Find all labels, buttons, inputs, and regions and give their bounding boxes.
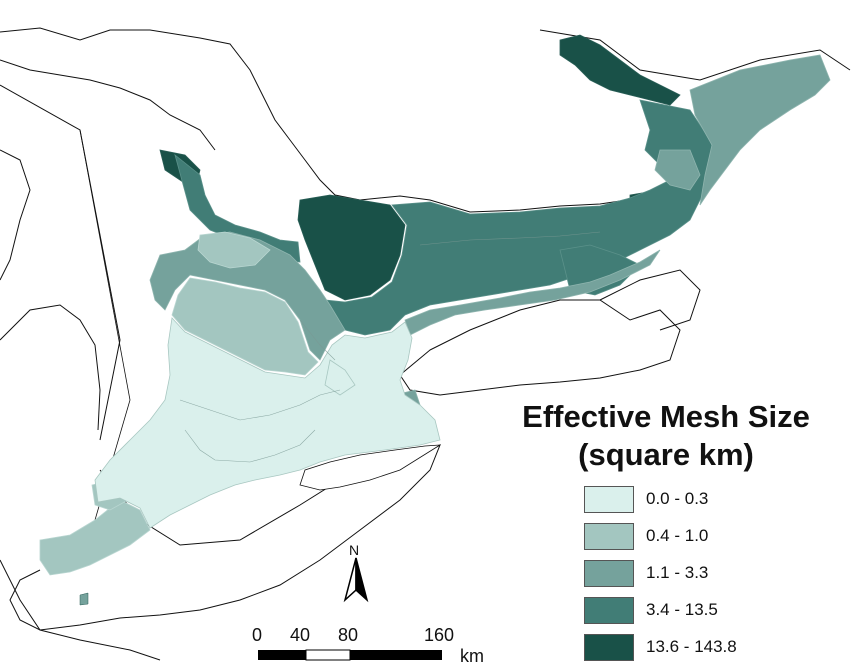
region-class-2 xyxy=(39,231,319,576)
region-class-1 xyxy=(94,317,441,529)
north-label: N xyxy=(349,542,360,558)
legend-item-1: 0.0 - 0.3 xyxy=(584,486,814,518)
scale-bar xyxy=(258,649,442,661)
north-arrow-icon xyxy=(343,557,369,603)
scale-tick-40: 40 xyxy=(290,625,311,645)
legend-title: Effective Mesh Size (square km) xyxy=(506,398,826,474)
legend-item-4: 3.4 - 13.5 xyxy=(584,597,814,629)
legend-swatch-3 xyxy=(584,560,634,587)
legend-title-line2: (square km) xyxy=(578,437,754,472)
legend-label-2: 0.4 - 1.0 xyxy=(646,526,709,545)
legend-item-5: 13.6 - 143.8 xyxy=(584,634,814,666)
scale-tick-160: 160 xyxy=(424,625,455,645)
legend-label-3: 1.1 - 3.3 xyxy=(646,563,709,582)
scale-tick-80: 80 xyxy=(338,625,359,645)
legend-swatch-1 xyxy=(584,486,634,513)
legend-item-3: 1.1 - 3.3 xyxy=(584,560,814,592)
legend-swatch-5 xyxy=(584,634,634,661)
internal-boundaries xyxy=(179,231,601,463)
legend-item-2: 0.4 - 1.0 xyxy=(584,523,814,555)
legend-label-4: 3.4 - 13.5 xyxy=(646,600,718,619)
legend-label-1: 0.0 - 0.3 xyxy=(646,489,709,508)
region-class-3 xyxy=(149,54,831,411)
legend-label-5: 13.6 - 143.8 xyxy=(646,637,737,656)
legend-swatch-2 xyxy=(584,523,634,550)
legend-title-line1: Effective Mesh Size xyxy=(522,399,810,434)
lakes xyxy=(299,444,441,491)
islands xyxy=(79,592,89,606)
scale-unit: km xyxy=(460,646,484,666)
scale-tick-0: 0 xyxy=(252,625,263,645)
basemap-outlines xyxy=(0,27,851,661)
legend-swatch-4 xyxy=(584,597,634,624)
